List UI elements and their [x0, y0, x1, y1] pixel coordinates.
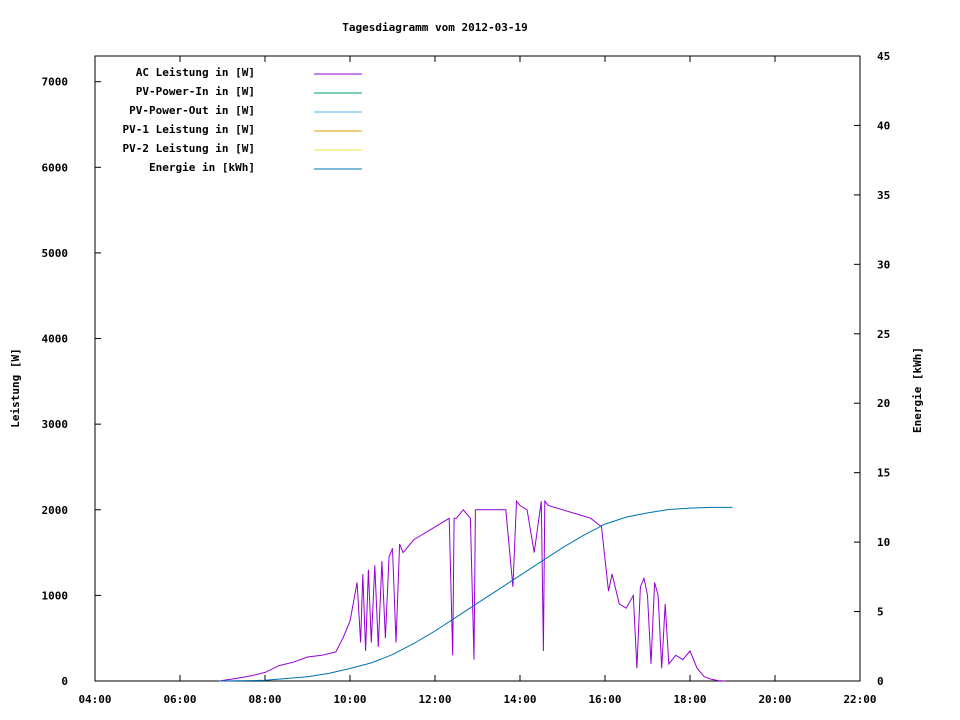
series-layer	[218, 499, 733, 682]
y-tick-label-2: 2000	[42, 504, 69, 517]
x-tick-label-6: 16:00	[588, 693, 621, 706]
y-axis-left: 0 1000 2000 3000 4000 5000 6000 7000	[42, 76, 101, 688]
y2-tick-label-0: 0	[877, 675, 884, 688]
y2-tick-label-6: 30	[877, 258, 890, 271]
x-tick-label-3: 10:00	[333, 693, 366, 706]
y-tick-label-4: 4000	[42, 333, 69, 346]
y2-tick-label-3: 15	[877, 467, 890, 480]
y2-axis-label: Energie [kWh]	[911, 347, 924, 433]
x-tick-label-5: 14:00	[503, 693, 536, 706]
x-tick-label-0: 04:00	[78, 693, 111, 706]
x-tick-label-4: 12:00	[418, 693, 451, 706]
y2-tick-label-2: 10	[877, 536, 890, 549]
chart-title: Tagesdiagramm vom 2012-03-19	[342, 21, 527, 34]
x-tick-label-2: 08:00	[248, 693, 281, 706]
y2-tick-label-9: 45	[877, 50, 890, 63]
legend-label-1: PV-Power-In in [W]	[136, 85, 255, 98]
legend-label-2: PV-Power-Out in [W]	[129, 104, 255, 117]
legend-label-0: AC Leistung in [W]	[136, 66, 255, 79]
y-tick-label-3: 3000	[42, 418, 69, 431]
y-tick-label-6: 6000	[42, 161, 69, 174]
y2-tick-label-7: 35	[877, 189, 890, 202]
series-line-0	[218, 499, 726, 682]
y2-tick-label-4: 20	[877, 397, 890, 410]
x-axis: 04:00 06:00 08:00 10:00 12:00 14:00 16:00 18:00…	[78, 56, 877, 706]
legend-label-3: PV-1 Leistung in [W]	[123, 123, 255, 136]
series-line-5	[218, 506, 733, 682]
x-tick-label-7: 18:00	[673, 693, 706, 706]
plot-frame	[94, 55, 861, 682]
y-tick-label-0: 0	[61, 675, 68, 688]
x-tick-label-1: 06:00	[163, 693, 196, 706]
x-tick-label-9: 22:00	[843, 693, 876, 706]
y2-tick-label-5: 25	[877, 328, 890, 341]
y2-tick-label-1: 5	[877, 606, 884, 619]
y-tick-label-7: 7000	[42, 76, 69, 89]
y-axis-right: 0 5 10 15 20 25 30 35 40 45	[854, 50, 890, 688]
y-tick-label-1: 1000	[42, 589, 69, 602]
y-axis-label: Leistung [W]	[9, 348, 22, 427]
x-tick-label-8: 20:00	[758, 693, 791, 706]
y2-tick-label-8: 40	[877, 119, 890, 132]
y-tick-label-5: 5000	[42, 247, 69, 260]
legend-label-5: Energie in [kWh]	[149, 161, 255, 174]
legend-label-4: PV-2 Leistung in [W]	[123, 142, 255, 155]
legend: AC Leistung in [W] PV-Power-In in [W] PV-P…	[123, 66, 362, 174]
